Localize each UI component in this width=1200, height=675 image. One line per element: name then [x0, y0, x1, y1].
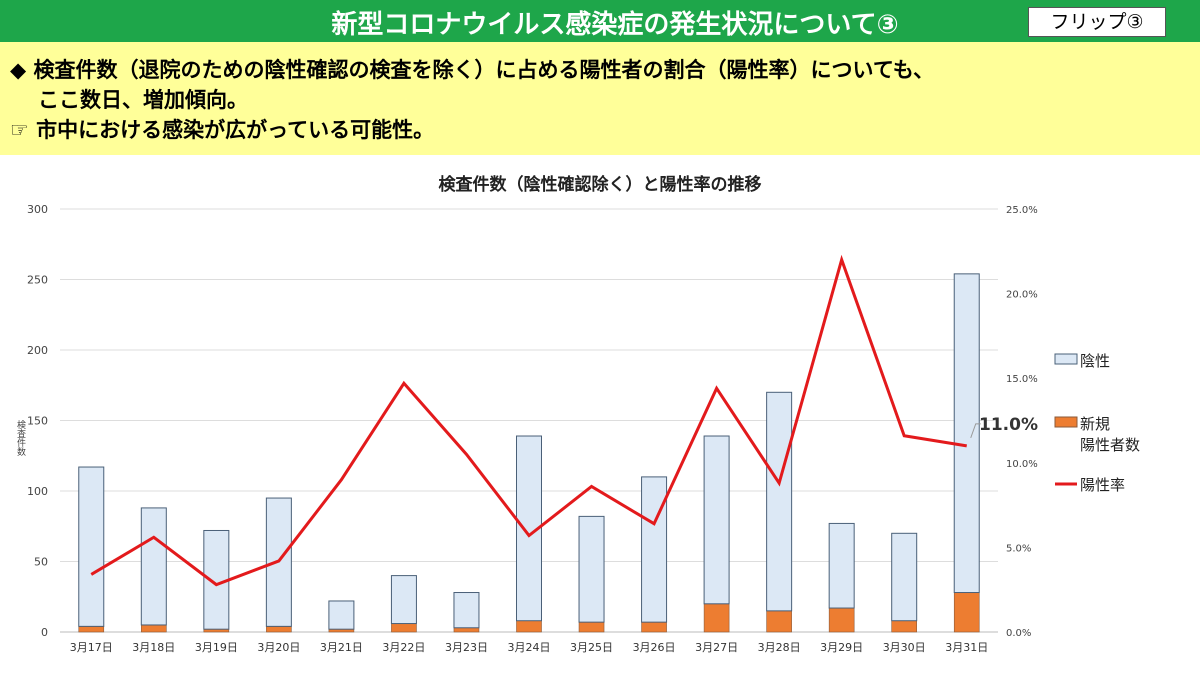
y-tick-label: 300: [27, 203, 48, 216]
y2-tick-label: 10.0%: [1006, 459, 1038, 470]
flip-label: フリップ③: [1028, 7, 1166, 37]
x-tick-label: 3月21日: [320, 641, 363, 654]
y-tick-label: 250: [27, 274, 48, 287]
y2-tick-label: 25.0%: [1006, 205, 1038, 216]
y2-tick-label: 15.0%: [1006, 374, 1038, 385]
summary-note: ◆ 検査件数（退院のための陰性確認の検査を除く）に占める陽性者の割合（陽性率）に…: [0, 42, 1200, 155]
x-tick-label: 3月25日: [570, 641, 613, 654]
bar-negative: [703, 435, 730, 605]
x-tick-label: 3月22日: [382, 641, 425, 654]
x-tick-label: 3月28日: [758, 641, 801, 654]
bar-positive: [766, 610, 792, 633]
x-tick-label: 3月18日: [132, 641, 175, 654]
x-tick-label: 3月17日: [70, 641, 113, 654]
bar-negative: [140, 507, 167, 626]
bar-negative: [578, 515, 605, 623]
bar-negative: [953, 273, 980, 594]
y2-tick-label: 0.0%: [1006, 628, 1031, 639]
bar-negative: [78, 466, 105, 627]
legend-label-positive-2: 陽性者数: [1080, 436, 1140, 454]
note-line-3: ☞ 市中における感染が広がっている可能性。: [10, 118, 435, 142]
x-tick-label: 3月20日: [257, 641, 300, 654]
legend-swatch-positive: [1054, 416, 1078, 428]
bar-positive: [641, 621, 667, 633]
y-tick-label: 100: [27, 485, 48, 498]
bar-positive: [828, 607, 855, 633]
header-bar: 新型コロナウイルス感染症の発生状況について③ フリップ③: [0, 0, 1200, 42]
note-line-2: ここ数日、増加傾向。: [38, 88, 248, 112]
bar-positive: [78, 626, 105, 633]
y-tick-label: 150: [27, 415, 48, 428]
x-tick-label: 3月30日: [883, 641, 926, 654]
bar-negative: [265, 497, 292, 627]
y-tick-label: 200: [27, 344, 48, 357]
bar-negative: [328, 600, 355, 630]
annotation-leader: [970, 423, 981, 439]
x-tick-label: 3月19日: [195, 641, 238, 654]
x-tick-label: 3月24日: [508, 641, 551, 654]
x-tick-label: 3月26日: [633, 641, 676, 654]
bar-positive: [266, 626, 292, 633]
bar-positive: [578, 621, 605, 633]
x-tick-label: 3月27日: [695, 641, 738, 654]
y-tick-label: 50: [34, 556, 48, 569]
bar-negative: [641, 476, 668, 623]
legend-label-negative: 陰性: [1080, 352, 1110, 370]
legend-swatch-negative: [1054, 353, 1078, 365]
bar-positive: [453, 627, 480, 633]
note-line-1: ◆ 検査件数（退院のための陰性確認の検査を除く）に占める陽性者の割合（陽性率）に…: [10, 58, 935, 82]
x-tick-label: 3月23日: [445, 641, 488, 654]
rate-annotation: 11.0%: [979, 415, 1038, 435]
x-tick-label: 3月29日: [820, 641, 863, 654]
bar-positive: [141, 624, 167, 633]
legend-label-rate: 陽性率: [1080, 476, 1125, 494]
bar-negative: [390, 575, 417, 625]
y-axis-label: 検査件数: [15, 419, 26, 457]
page-title: 新型コロナウイルス感染症の発生状況について③: [331, 10, 899, 40]
chart-title: 検査件数（陰性確認除く）と陽性率の推移: [439, 174, 762, 195]
bar-positive: [953, 592, 980, 633]
bar-negative: [453, 592, 480, 629]
bar-positive: [891, 620, 918, 633]
bar-negative: [891, 532, 918, 622]
bar-positive: [516, 620, 542, 633]
x-tick-label: 3月31日: [945, 641, 988, 654]
bar-negative: [828, 522, 855, 609]
bar-positive: [703, 603, 730, 633]
legend-label-positive: 新規: [1080, 415, 1110, 433]
y2-tick-label: 20.0%: [1006, 290, 1038, 301]
y-tick-label: 0: [41, 626, 48, 639]
y2-tick-label: 5.0%: [1006, 543, 1031, 554]
bar-positive: [391, 623, 417, 633]
bar-negative: [766, 391, 793, 612]
